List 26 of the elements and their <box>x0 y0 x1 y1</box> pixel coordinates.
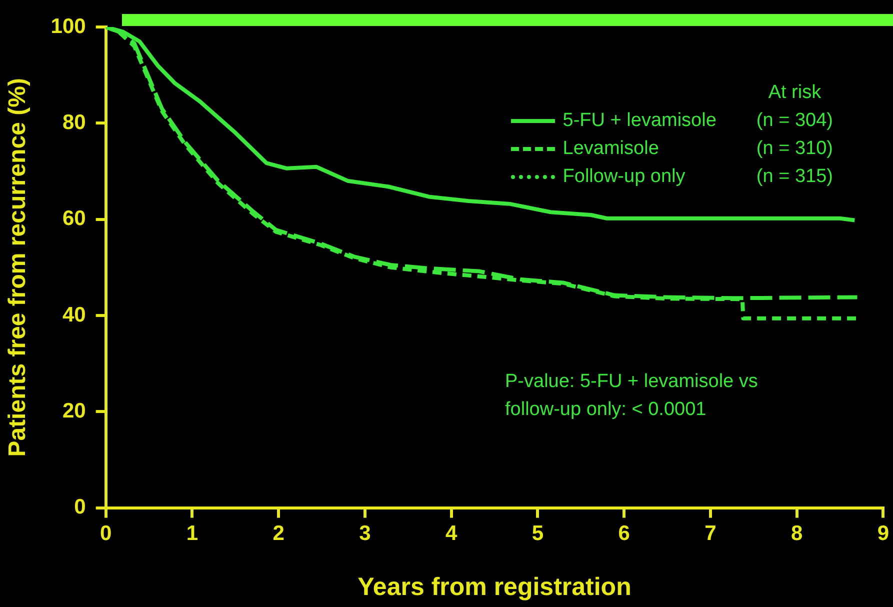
annotation: (n = 310) <box>756 138 833 160</box>
x-tick-label: 9 <box>877 522 890 546</box>
x-tick-label: 6 <box>618 522 630 546</box>
x-tick-label: 3 <box>359 522 371 546</box>
y-axis-title: Patients free from recurrence (%) <box>4 78 32 457</box>
y-tick-label: 60 <box>62 207 86 230</box>
annotation: At risk <box>767 82 822 104</box>
x-tick-label: 2 <box>272 522 284 546</box>
annotation: (n = 304) <box>756 110 833 132</box>
annotation: P-value: 5-FU + levamisole vs follow-up only: < 0.0001 <box>505 370 759 422</box>
legend-label: Levamisole <box>562 138 659 160</box>
y-tick-label: 0 <box>74 496 86 519</box>
x-tick-label: 0 <box>100 522 112 546</box>
x-tick-label: 1 <box>186 522 198 546</box>
x-axis-title: Years from registration <box>358 572 632 601</box>
y-tick-label: 40 <box>62 303 86 326</box>
x-tick-label: 8 <box>790 522 803 546</box>
x-tick-label: 5 <box>532 522 544 546</box>
x-tick-label: 4 <box>445 522 458 546</box>
y-tick-label: 100 <box>50 14 86 38</box>
legend-label: Follow-up only <box>562 166 686 188</box>
y-tick-label: 80 <box>62 110 86 134</box>
y-tick-label: 20 <box>62 399 86 422</box>
annotation: (n = 315) <box>756 166 833 188</box>
legend-label: 5-FU + levamisole <box>562 110 716 132</box>
x-tick-label: 7 <box>704 522 716 546</box>
